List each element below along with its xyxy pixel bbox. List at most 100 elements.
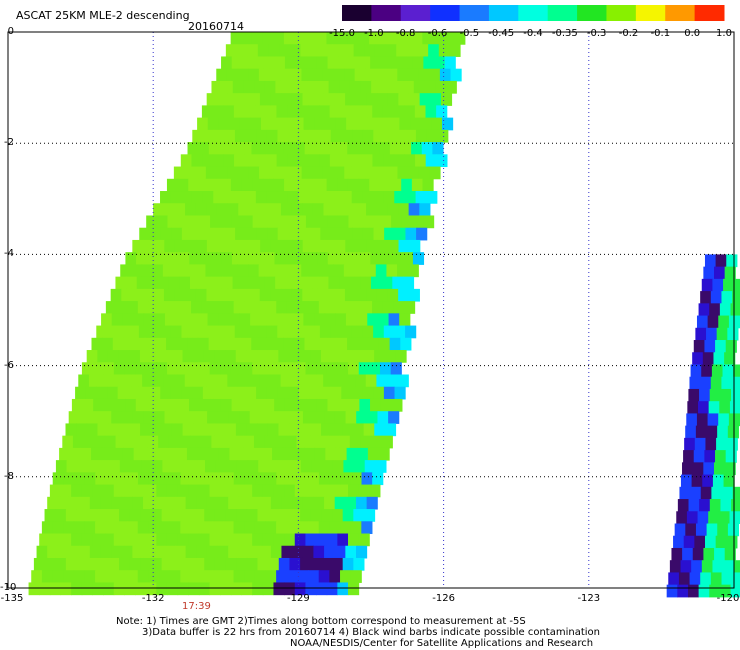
swath-cell (185, 545, 197, 559)
colorbar-segment (606, 5, 637, 21)
swath-cell (333, 264, 345, 278)
swath-cell (302, 288, 314, 302)
swath-cell (422, 32, 434, 45)
swath-cell (305, 533, 317, 547)
swath-cell (304, 447, 316, 461)
swath-cell (311, 460, 323, 473)
swath-cell (171, 350, 184, 363)
swath-cell (223, 154, 235, 168)
swath-cell (702, 474, 714, 488)
swath-cell (338, 56, 350, 70)
swath-cell (217, 496, 229, 510)
swath-cell (266, 386, 278, 400)
swath-cell (270, 288, 282, 302)
swath-cell (92, 533, 104, 547)
swath-cell (150, 350, 162, 363)
swath-cell (280, 166, 292, 180)
swath-cell (228, 239, 240, 253)
swath-cell (356, 411, 368, 424)
colorbar-segment (430, 5, 461, 21)
swath-cell (44, 509, 56, 522)
swath-cell (303, 117, 315, 131)
swath-cell (363, 350, 375, 363)
swath-cell (259, 288, 271, 302)
swath-cell (376, 374, 388, 388)
swath-cell (393, 301, 405, 314)
swath-cell (95, 521, 107, 535)
swath-cell (718, 413, 730, 427)
swath-cell (128, 386, 140, 400)
swath-cell (401, 215, 413, 229)
swath-cell (218, 447, 230, 461)
swath-cell (398, 288, 410, 302)
swath-cell (318, 570, 330, 583)
colorbar (342, 5, 725, 21)
swath-cell (300, 557, 312, 571)
swath-cell (238, 239, 250, 253)
colorbar-tick-label: -0.45 (488, 28, 515, 39)
swath-cell (727, 523, 740, 537)
swath-cell (715, 254, 727, 268)
swath-cell (307, 276, 319, 290)
swath-cell (345, 239, 357, 253)
swath-cell (723, 278, 735, 292)
swath-cell (724, 352, 736, 365)
swath-cell (94, 435, 106, 449)
swath-cell (372, 301, 384, 314)
swath-cell (171, 423, 184, 437)
swath-cell (382, 301, 394, 314)
swath-cell (341, 386, 353, 400)
swath-cell (328, 276, 340, 290)
swath-cell (152, 264, 164, 278)
swath-cell (381, 80, 393, 94)
swath-cell (383, 154, 395, 168)
swath-cell (391, 398, 403, 412)
swath-cell (293, 142, 306, 155)
swath-cell (118, 350, 130, 363)
swath-cell (49, 582, 62, 596)
swath-cell (218, 313, 230, 327)
swath-cell (108, 509, 120, 522)
swath-cell (230, 484, 243, 498)
swath-cell (293, 337, 305, 351)
swath-cell (443, 32, 455, 45)
swath-cell (382, 105, 395, 119)
swath-cell (174, 374, 186, 388)
swath-cell (430, 93, 442, 106)
swath-cell (288, 227, 300, 241)
swath-cell (413, 80, 425, 94)
swath-cell (390, 178, 402, 192)
swath-cell (153, 545, 165, 559)
swath-cell (136, 252, 148, 265)
swath-cell (72, 435, 85, 449)
swath-cell (89, 411, 102, 424)
swath-cell (262, 142, 274, 155)
swath-cell (727, 425, 739, 439)
swath-cell (52, 570, 64, 583)
swath-cell (281, 496, 293, 510)
swath-cell (287, 154, 299, 168)
swath-cell (389, 142, 401, 155)
swath-cell (210, 252, 222, 265)
swath-cell (228, 545, 240, 559)
swath-cell (404, 191, 417, 204)
swath-cell (684, 437, 696, 451)
swath-cell (387, 288, 399, 302)
swath-cell (323, 93, 335, 106)
swath-cell (280, 68, 292, 82)
swath-cell (366, 288, 378, 302)
swath-cell (223, 105, 235, 119)
swath-cell (222, 301, 235, 314)
swath-cell (344, 203, 356, 216)
swath-cell (685, 425, 697, 439)
swath-cell (161, 350, 173, 363)
swath-cell (714, 547, 726, 561)
swath-cell (298, 191, 310, 204)
swath-cell (326, 178, 338, 192)
swath-cell (286, 521, 298, 535)
swath-cell (329, 570, 341, 583)
swath-cell (339, 80, 351, 94)
swath-cell (369, 362, 381, 375)
swath-cell (110, 374, 122, 388)
swath-cell (313, 545, 325, 559)
